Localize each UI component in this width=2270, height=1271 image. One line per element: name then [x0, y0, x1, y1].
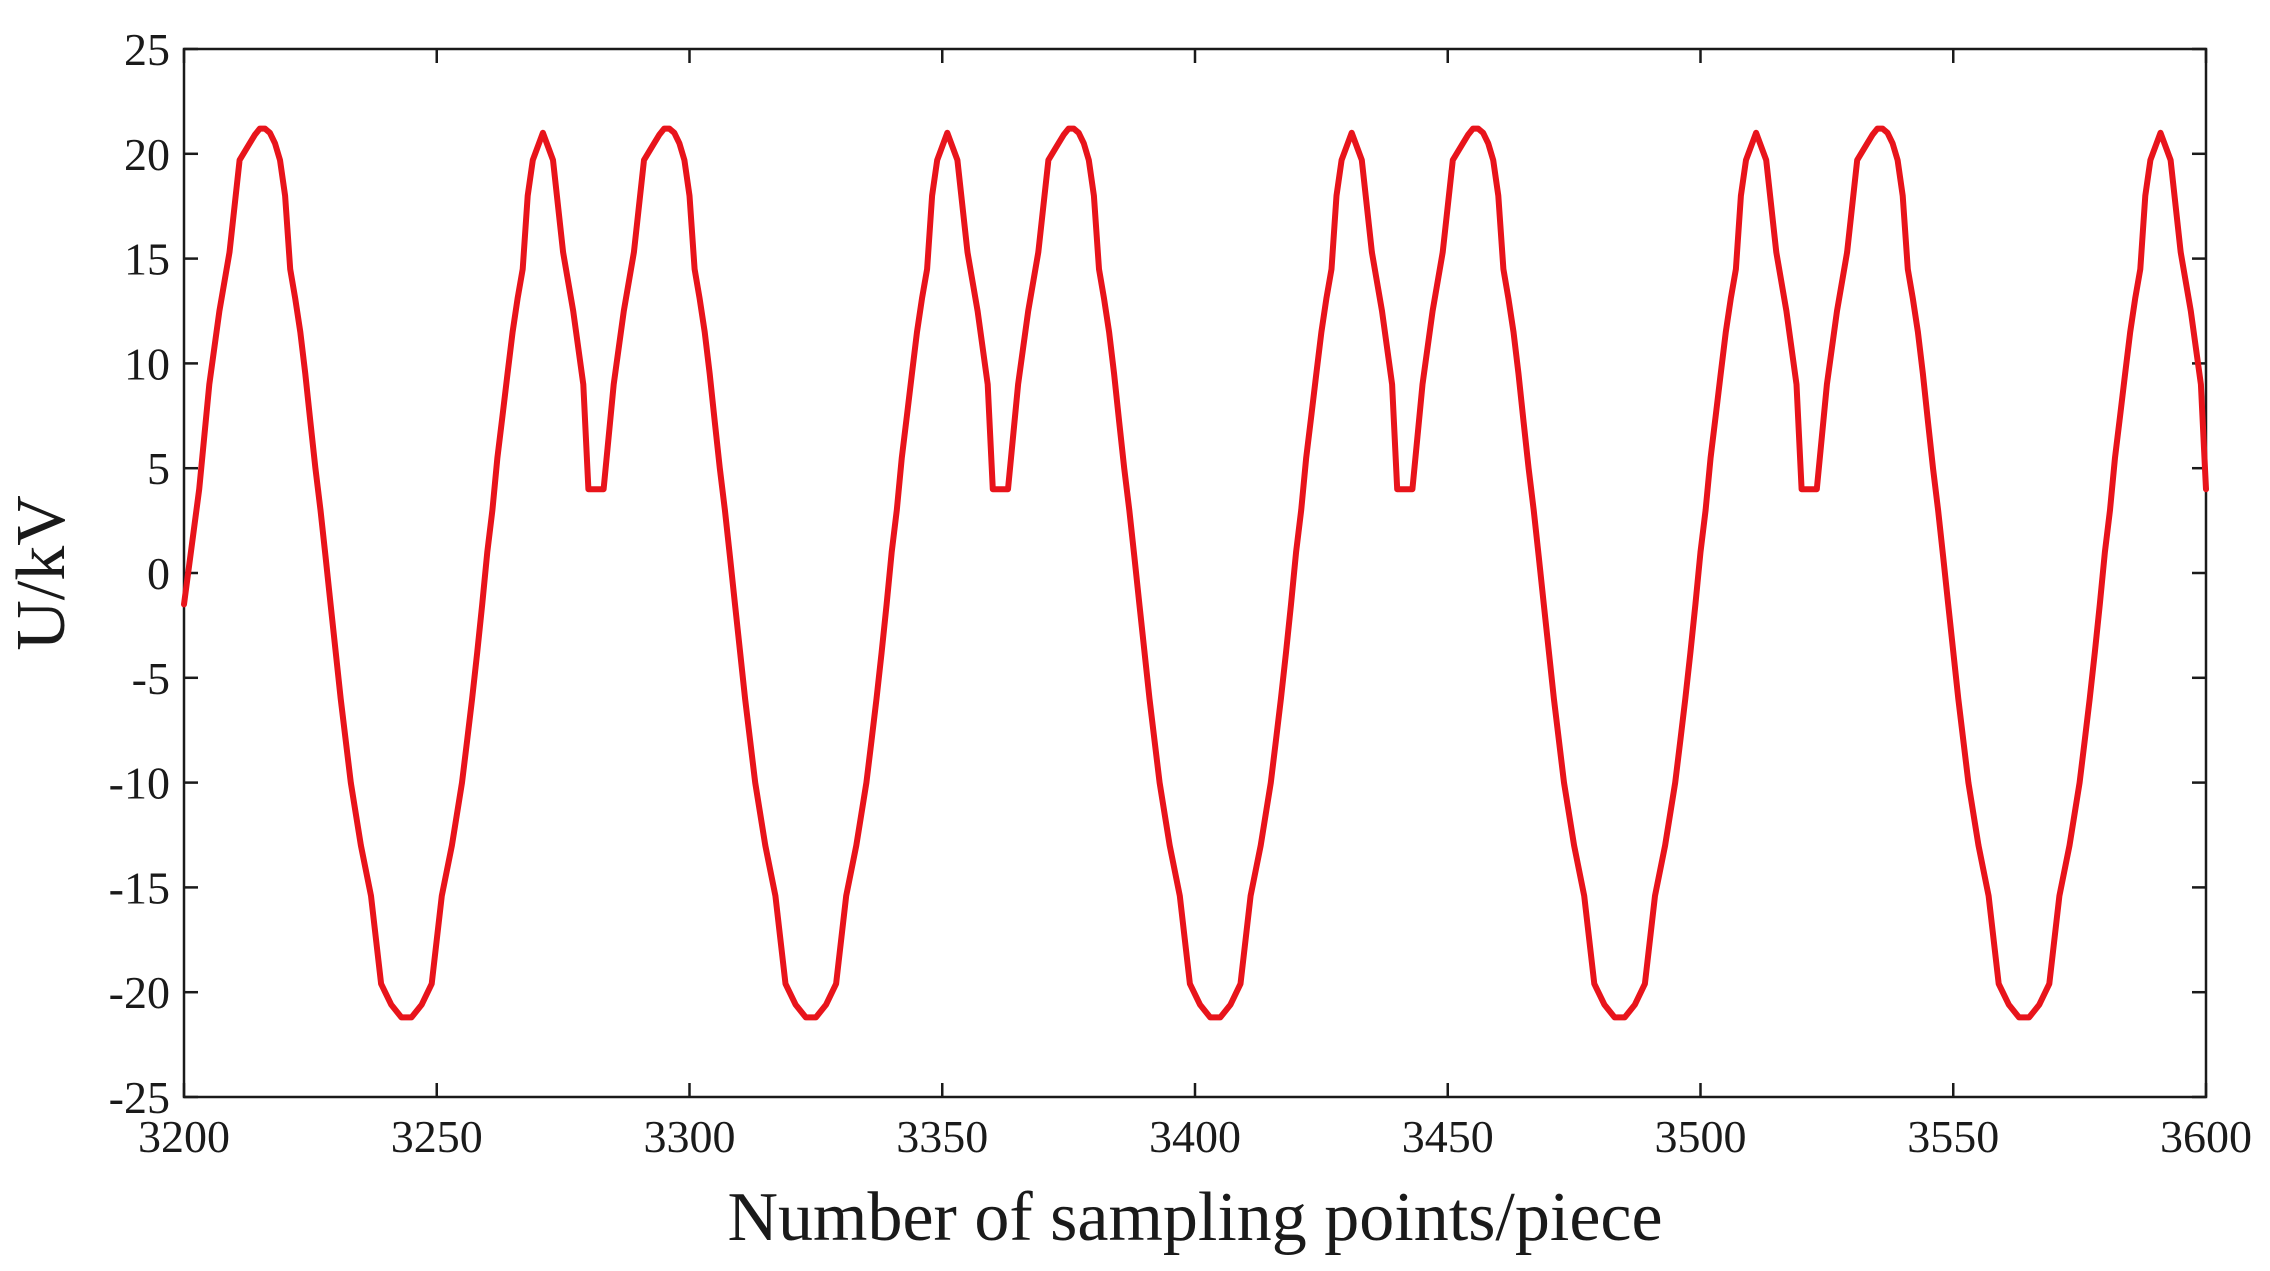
axis-tick-labels: 3200 3250 3300 3350 3400 3450 3500 3550 3600 25 20…: [109, 24, 2252, 1162]
y-tick-label: 0: [147, 548, 170, 599]
x-tick-label: 3450: [1402, 1111, 1494, 1162]
y-tick-label: -25: [109, 1072, 170, 1123]
y-tick-label: 20: [124, 129, 170, 180]
x-tick-label: 3550: [1907, 1111, 1999, 1162]
x-tick-label: 3200: [138, 1111, 230, 1162]
x-tick-label: 3300: [644, 1111, 736, 1162]
x-tick-label: 3400: [1149, 1111, 1241, 1162]
y-tick-label: -5: [132, 653, 170, 704]
series-line: [181, 125, 2209, 1021]
y-axis-title: U/kV: [3, 495, 80, 651]
y-tick-label: -20: [109, 967, 170, 1018]
y-tick-label: 10: [124, 338, 170, 389]
x-tick-label: 3250: [391, 1111, 483, 1162]
x-tick-label: 3500: [1655, 1111, 1747, 1162]
y-tick-label: 5: [147, 443, 170, 494]
x-tick-label: 3600: [2160, 1111, 2252, 1162]
x-tick-label: 3350: [896, 1111, 988, 1162]
x-axis-title: Number of sampling points/piece: [727, 1179, 1662, 1256]
y-tick-label: 15: [124, 234, 170, 285]
y-tick-label: 25: [124, 24, 170, 75]
axis-ticks: [182, 47, 2208, 1099]
y-tick-label: -15: [109, 862, 170, 913]
y-tick-label: -10: [109, 758, 170, 809]
